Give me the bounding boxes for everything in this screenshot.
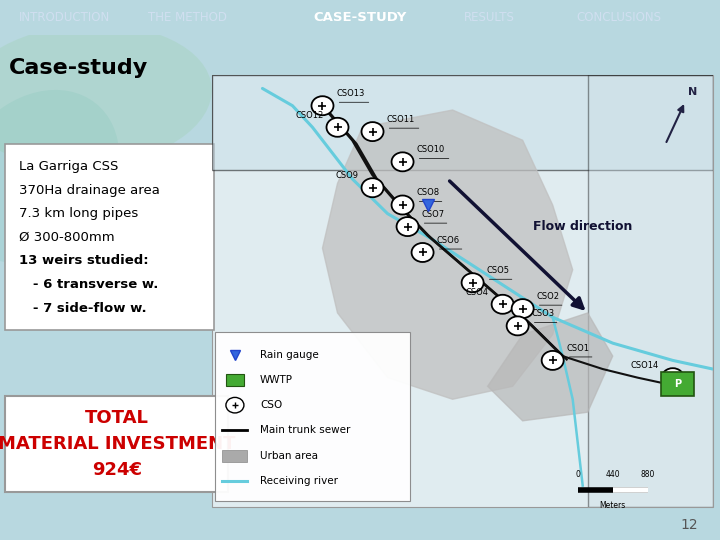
Circle shape bbox=[361, 178, 384, 197]
Text: CSO11: CSO11 bbox=[387, 115, 415, 124]
Text: CSO10: CSO10 bbox=[417, 145, 445, 154]
FancyBboxPatch shape bbox=[212, 76, 713, 171]
Circle shape bbox=[541, 351, 564, 370]
Ellipse shape bbox=[0, 90, 120, 263]
Bar bbox=[226, 374, 244, 386]
Circle shape bbox=[492, 295, 513, 314]
Text: CSO7: CSO7 bbox=[422, 210, 445, 219]
Text: 440: 440 bbox=[606, 470, 620, 479]
Text: CASE-STUDY: CASE-STUDY bbox=[313, 11, 407, 24]
Text: CSO2: CSO2 bbox=[536, 292, 559, 301]
Circle shape bbox=[397, 217, 418, 236]
Text: CSO3: CSO3 bbox=[531, 309, 555, 318]
Circle shape bbox=[226, 397, 244, 413]
Text: 12: 12 bbox=[681, 518, 698, 532]
Text: Ø 300-800mm: Ø 300-800mm bbox=[19, 231, 114, 244]
Circle shape bbox=[312, 96, 333, 115]
Text: Meters: Meters bbox=[600, 501, 626, 510]
Text: CSO8: CSO8 bbox=[417, 188, 440, 197]
Text: 13 weirs studied:: 13 weirs studied: bbox=[19, 254, 148, 267]
Circle shape bbox=[392, 152, 413, 171]
FancyBboxPatch shape bbox=[215, 332, 410, 501]
Text: Rain gauge: Rain gauge bbox=[260, 350, 319, 360]
Circle shape bbox=[662, 368, 684, 387]
Ellipse shape bbox=[0, 24, 212, 167]
Text: THE METHOD: THE METHOD bbox=[148, 11, 227, 24]
Text: 370Ha drainage area: 370Ha drainage area bbox=[19, 184, 160, 197]
Circle shape bbox=[392, 195, 413, 214]
FancyBboxPatch shape bbox=[5, 144, 214, 330]
Text: RESULTS: RESULTS bbox=[464, 11, 515, 24]
Text: Case-study: Case-study bbox=[9, 58, 148, 78]
Text: CSO: CSO bbox=[260, 400, 282, 410]
Text: La Garriga CSS: La Garriga CSS bbox=[19, 160, 118, 173]
Circle shape bbox=[462, 273, 484, 292]
Text: CONCLUSIONS: CONCLUSIONS bbox=[577, 11, 662, 24]
Circle shape bbox=[361, 122, 384, 141]
Polygon shape bbox=[323, 110, 572, 399]
Text: 0: 0 bbox=[575, 470, 580, 479]
Text: Receiving river: Receiving river bbox=[260, 476, 338, 486]
FancyBboxPatch shape bbox=[212, 76, 713, 507]
Text: - 6 transverse w.: - 6 transverse w. bbox=[19, 278, 158, 291]
FancyBboxPatch shape bbox=[661, 372, 694, 396]
Text: 880: 880 bbox=[641, 470, 655, 479]
Text: CSO14: CSO14 bbox=[631, 361, 659, 370]
Circle shape bbox=[412, 243, 433, 262]
Circle shape bbox=[326, 118, 348, 137]
Text: Main trunk sewer: Main trunk sewer bbox=[260, 426, 351, 435]
Text: CSO6: CSO6 bbox=[436, 236, 459, 245]
Text: CSO5: CSO5 bbox=[487, 266, 510, 275]
Text: Flow direction: Flow direction bbox=[533, 220, 632, 233]
Text: CSO12: CSO12 bbox=[295, 111, 323, 119]
Text: WWTP: WWTP bbox=[260, 375, 293, 385]
FancyBboxPatch shape bbox=[5, 396, 228, 492]
Text: 7.3 km long pipes: 7.3 km long pipes bbox=[19, 207, 138, 220]
Text: INTRODUCTION: INTRODUCTION bbox=[19, 11, 110, 24]
Text: Urban area: Urban area bbox=[260, 451, 318, 461]
Text: CSO9: CSO9 bbox=[336, 171, 359, 180]
Polygon shape bbox=[487, 313, 613, 421]
Text: - 7 side-flow w.: - 7 side-flow w. bbox=[19, 301, 146, 315]
Circle shape bbox=[512, 299, 534, 318]
Text: N: N bbox=[688, 87, 697, 97]
Text: P: P bbox=[674, 379, 681, 389]
Bar bbox=[222, 450, 248, 462]
Text: TOTAL
MATERIAL INVESTMENT
924€: TOTAL MATERIAL INVESTMENT 924€ bbox=[0, 409, 235, 480]
Text: CSO4: CSO4 bbox=[466, 287, 489, 296]
Circle shape bbox=[507, 316, 528, 335]
Text: CSO13: CSO13 bbox=[336, 89, 365, 98]
FancyBboxPatch shape bbox=[588, 76, 713, 507]
Text: CSO1: CSO1 bbox=[567, 343, 590, 353]
